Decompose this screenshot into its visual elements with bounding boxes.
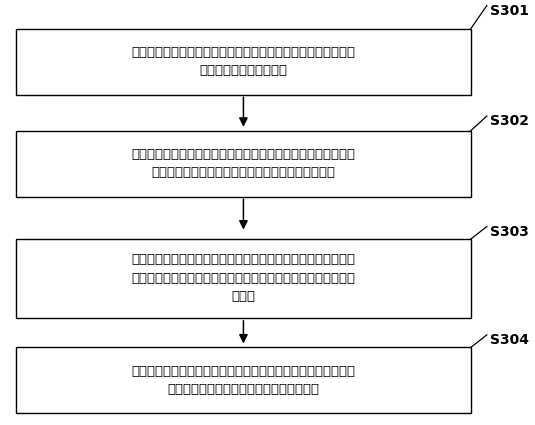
Text: 设置虚拟应用场景中工业机器人虚拟设备和工业机器人虚拟设备
所关联的智能虚拟设备的远程操作功能属性: 设置虚拟应用场景中工业机器人虚拟设备和工业机器人虚拟设备 所关联的智能虚拟设备的… [132, 365, 355, 396]
Text: S302: S302 [490, 114, 529, 128]
Text: 选取虚拟实例界面中的工业机器人虚拟设备和工业机器人虚拟设
备所关联的智能虚拟设备: 选取虚拟实例界面中的工业机器人虚拟设备和工业机器人虚拟设 备所关联的智能虚拟设备 [132, 46, 355, 77]
Text: 将工业机器人虚拟设备和工业机器人虚拟设备所关联的智能虚拟
设备在虚拟实例界面的虚拟场景中搭建虚拟应用场景: 将工业机器人虚拟设备和工业机器人虚拟设备所关联的智能虚拟 设备在虚拟实例界面的虚… [132, 148, 355, 179]
Text: S303: S303 [490, 225, 529, 238]
Text: S304: S304 [490, 333, 529, 347]
Bar [16, 348, 471, 413]
Bar [16, 131, 471, 196]
Text: S301: S301 [490, 4, 529, 17]
Bar [16, 239, 471, 318]
Bar [16, 29, 471, 95]
Text: 按照工业机器人操作实训内容在虚拟应用场景中建立工业机器人
虚拟设备和工业机器人虚拟设备所关联的智能虚拟设备之间的交
互关系: 按照工业机器人操作实训内容在虚拟应用场景中建立工业机器人 虚拟设备和工业机器人虚… [132, 253, 355, 303]
